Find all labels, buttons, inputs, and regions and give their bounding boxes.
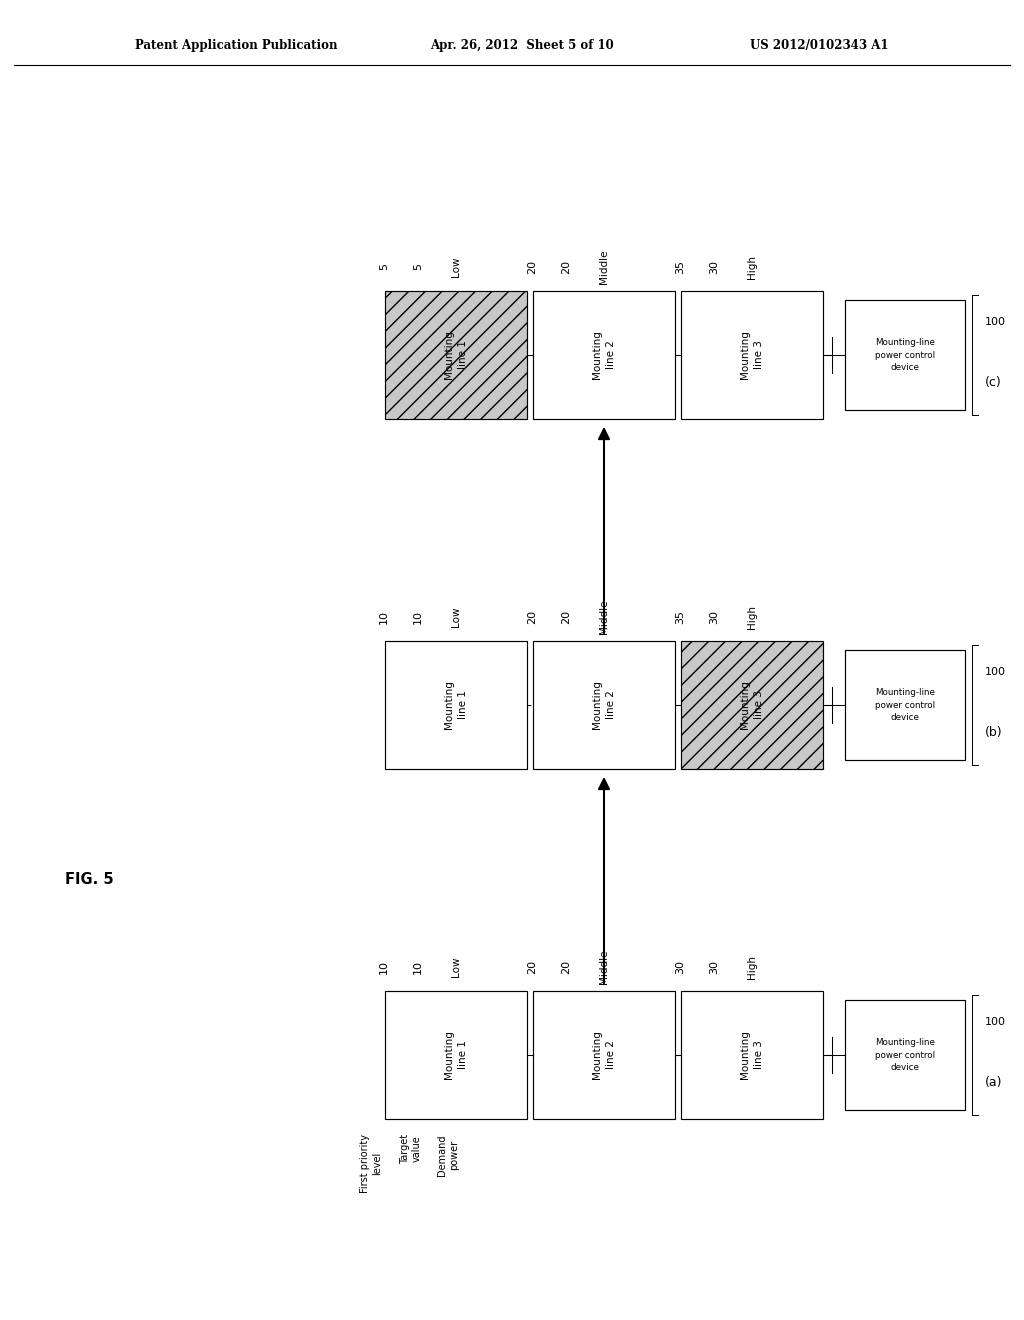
- Text: First priority
level: First priority level: [359, 1134, 382, 1193]
- Text: 10: 10: [379, 960, 389, 974]
- Text: Mounting
line 2: Mounting line 2: [593, 681, 615, 730]
- FancyBboxPatch shape: [845, 649, 965, 760]
- Text: 30: 30: [709, 610, 719, 624]
- Text: (b): (b): [985, 726, 1002, 739]
- FancyBboxPatch shape: [534, 642, 675, 770]
- Text: 10: 10: [413, 610, 423, 624]
- Text: 10: 10: [413, 960, 423, 974]
- Text: Middle: Middle: [599, 599, 609, 634]
- Text: High: High: [746, 954, 757, 979]
- Text: 5: 5: [413, 264, 423, 271]
- Text: Middle: Middle: [599, 950, 609, 985]
- Text: Demand
power: Demand power: [437, 1134, 459, 1176]
- Text: 10: 10: [379, 610, 389, 624]
- Text: 20: 20: [527, 610, 537, 624]
- Text: Mounting
line 3: Mounting line 3: [740, 1031, 764, 1080]
- FancyBboxPatch shape: [681, 991, 823, 1119]
- Text: US 2012/0102343 A1: US 2012/0102343 A1: [750, 38, 889, 51]
- Text: Low: Low: [451, 257, 461, 277]
- Text: Target
value: Target value: [399, 1134, 422, 1164]
- Text: 100: 100: [985, 1016, 1006, 1027]
- Text: 30: 30: [709, 260, 719, 275]
- Text: 30: 30: [709, 960, 719, 974]
- Text: (c): (c): [985, 376, 1001, 389]
- Text: 20: 20: [561, 960, 571, 974]
- Text: High: High: [746, 255, 757, 279]
- Text: Low: Low: [451, 957, 461, 977]
- Text: Mounting-line
power control
device: Mounting-line power control device: [874, 1038, 935, 1072]
- Text: 35: 35: [675, 610, 685, 624]
- Text: 30: 30: [675, 960, 685, 974]
- FancyBboxPatch shape: [534, 991, 675, 1119]
- Text: Mounting-line
power control
device: Mounting-line power control device: [874, 688, 935, 722]
- FancyBboxPatch shape: [845, 300, 965, 411]
- Text: 100: 100: [985, 317, 1006, 327]
- Text: 20: 20: [527, 960, 537, 974]
- FancyBboxPatch shape: [845, 1001, 965, 1110]
- Text: 20: 20: [561, 610, 571, 624]
- FancyBboxPatch shape: [385, 642, 527, 770]
- FancyBboxPatch shape: [385, 290, 527, 418]
- Text: Mounting
line 2: Mounting line 2: [593, 1031, 615, 1080]
- Text: 5: 5: [379, 264, 389, 271]
- Text: Apr. 26, 2012  Sheet 5 of 10: Apr. 26, 2012 Sheet 5 of 10: [430, 38, 613, 51]
- FancyBboxPatch shape: [385, 991, 527, 1119]
- Text: Mounting-line
power control
device: Mounting-line power control device: [874, 338, 935, 372]
- Text: Mounting
line 2: Mounting line 2: [593, 330, 615, 379]
- Text: Patent Application Publication: Patent Application Publication: [135, 38, 338, 51]
- FancyBboxPatch shape: [681, 642, 823, 770]
- Text: Mounting
line 1: Mounting line 1: [444, 330, 468, 379]
- Text: FIG. 5: FIG. 5: [65, 873, 114, 887]
- Text: Mounting
line 3: Mounting line 3: [740, 681, 764, 730]
- FancyBboxPatch shape: [681, 290, 823, 418]
- Text: High: High: [746, 605, 757, 630]
- Text: 35: 35: [675, 260, 685, 275]
- Text: 20: 20: [561, 260, 571, 275]
- Text: Low: Low: [451, 607, 461, 627]
- Text: 20: 20: [527, 260, 537, 275]
- Text: Middle: Middle: [599, 249, 609, 284]
- Text: Mounting
line 1: Mounting line 1: [444, 681, 468, 730]
- Text: 100: 100: [985, 667, 1006, 677]
- FancyBboxPatch shape: [534, 290, 675, 418]
- Text: Mounting
line 3: Mounting line 3: [740, 330, 764, 379]
- Text: Mounting
line 1: Mounting line 1: [444, 1031, 468, 1080]
- Text: (a): (a): [985, 1076, 1002, 1089]
